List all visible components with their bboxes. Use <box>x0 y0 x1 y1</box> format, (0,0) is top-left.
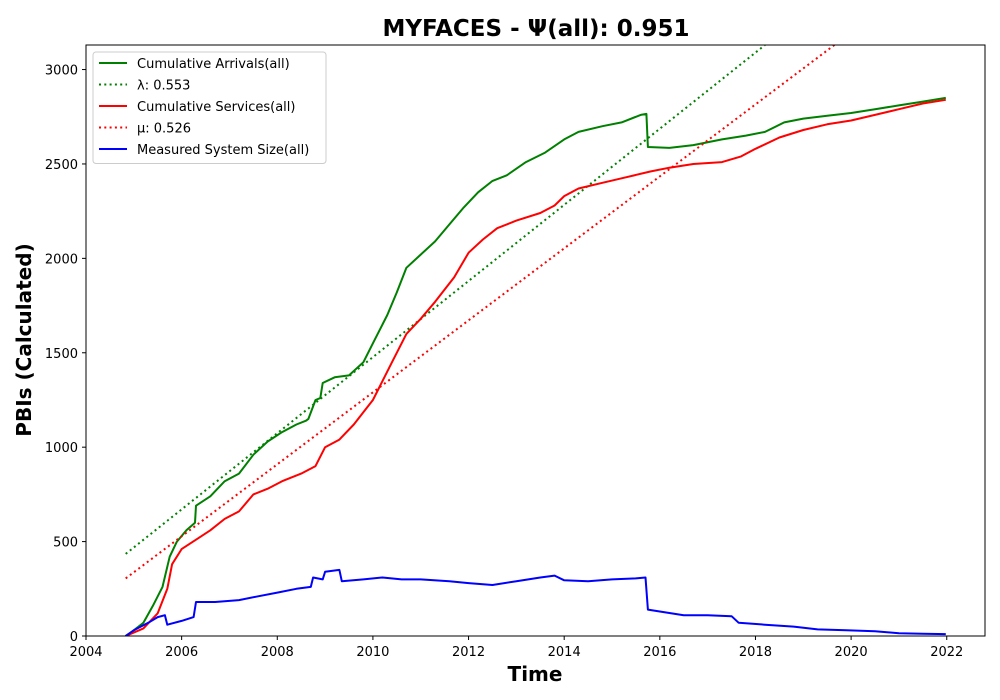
y-tick-label: 2500 <box>45 158 78 173</box>
x-tick-label: 2014 <box>548 645 581 660</box>
y-tick-label: 1500 <box>45 347 78 362</box>
legend-label: λ: 0.553 <box>137 79 190 94</box>
legend-label: Cumulative Arrivals(all) <box>137 57 290 72</box>
x-tick-label: 2004 <box>69 645 102 660</box>
y-tick-label: 500 <box>53 536 78 551</box>
y-tick-label: 0 <box>70 630 78 645</box>
x-tick-label: 2018 <box>739 645 772 660</box>
y-tick-label: 2000 <box>45 252 78 267</box>
y-axis-title: PBIs (Calculated) <box>12 243 36 436</box>
x-tick-label: 2020 <box>835 645 868 660</box>
series-line-2 <box>125 98 946 636</box>
legend-label: Cumulative Services(all) <box>137 100 295 115</box>
x-axis: 2004 2006 2008 2010 2012 2014 2016 2018 2020 2022 <box>69 636 963 660</box>
x-tick-label: 2006 <box>165 645 198 660</box>
legend-box <box>92 51 327 164</box>
x-tick-label: 2012 <box>452 645 485 660</box>
x-tick-label: 2010 <box>356 645 389 660</box>
series-line-1 <box>125 45 766 555</box>
x-tick-label: 2008 <box>261 645 294 660</box>
chart-title: MYFACES - Ψ(all): 0.951 <box>383 16 690 42</box>
y-axis: 0 500 1000 1500 2000 2500 3000 <box>45 64 86 645</box>
legend-label: Measured System Size(all) <box>137 143 309 158</box>
x-tick-label: 2022 <box>930 645 963 660</box>
series-line-0 <box>125 96 946 636</box>
series-layer <box>125 45 946 636</box>
plot-frame <box>85 44 986 637</box>
y-tick-label: 1000 <box>45 441 78 456</box>
y-tick-label: 3000 <box>45 64 78 79</box>
x-axis-title: Time <box>508 662 563 686</box>
legend-label: μ: 0.526 <box>137 122 191 137</box>
series-line-4 <box>125 568 946 636</box>
x-tick-label: 2016 <box>643 645 676 660</box>
legend: Cumulative Arrivals(all) λ: 0.553 Cumulati… <box>92 51 327 164</box>
